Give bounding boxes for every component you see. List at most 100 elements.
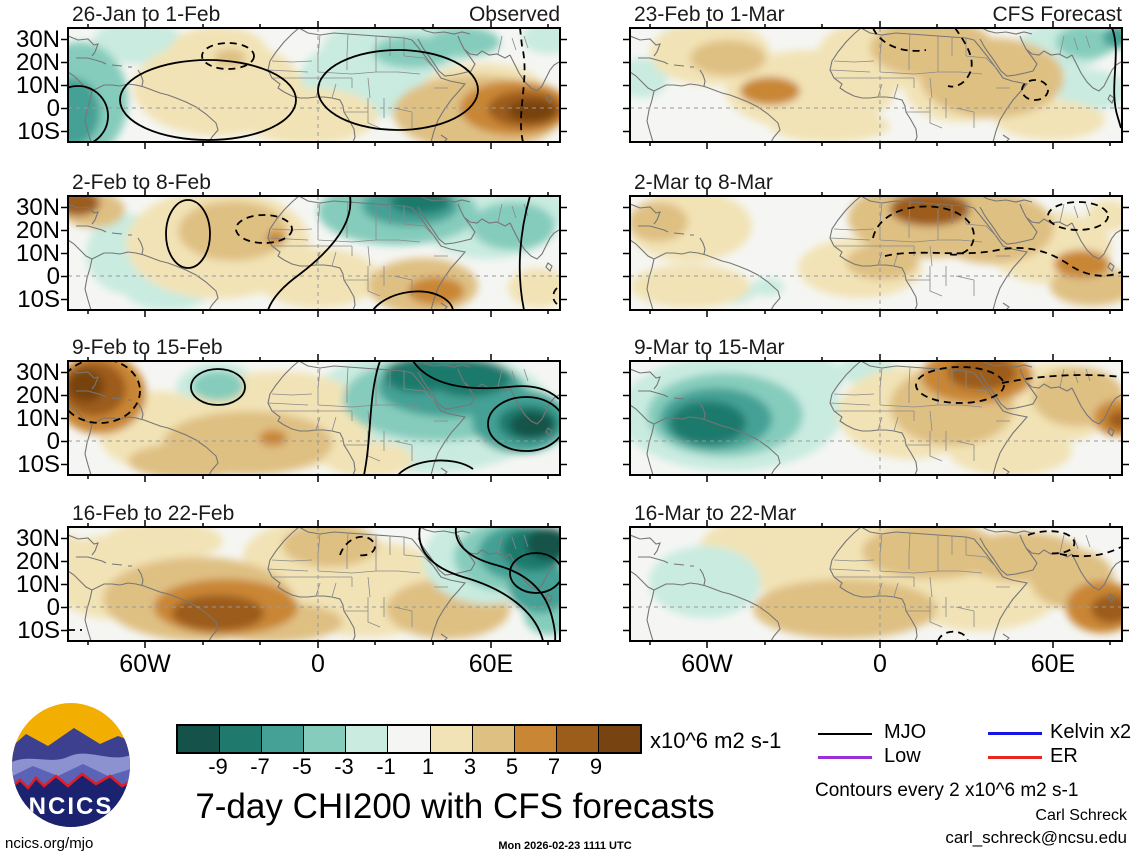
- mjo-contours: [872, 28, 1122, 129]
- y-tick-label-10s: 10S: [17, 285, 60, 313]
- y-tick-label-10n: 10N: [15, 71, 60, 99]
- colorbar-segment-9: [556, 726, 599, 752]
- legend-line-er: [988, 756, 1042, 759]
- coastlines: [68, 196, 560, 310]
- legend-line-low: [818, 756, 872, 759]
- colorbar-segment-8: [514, 726, 557, 752]
- figure-title: 7-day CHI200 with CFS forecasts: [195, 787, 715, 826]
- colorbar-segment-0: [178, 726, 221, 752]
- colorbar-tick-5: 5: [505, 754, 519, 779]
- map-panel-9-mar-to-15-mar: [623, 354, 1129, 482]
- anomaly-shading: [630, 361, 1122, 475]
- y-tick-label-0: 0: [46, 593, 60, 621]
- panel-title-26-jan-to-1-feb: 26-Jan to 1-Feb: [72, 3, 221, 26]
- map-field: [630, 361, 1122, 475]
- axis-ticks: [61, 520, 567, 648]
- axis-ticks: [623, 21, 1129, 149]
- panel-title-9-mar-to-15-mar: 9-Mar to 15-Mar: [634, 336, 785, 359]
- map-field: [68, 361, 560, 475]
- y-tick-label-20n: 20N: [15, 216, 60, 244]
- colorbar-tick-3: 3: [463, 754, 477, 779]
- legend-line-mjo: [818, 733, 872, 735]
- colorbar-segment-7: [472, 726, 515, 752]
- colorbar: [176, 724, 642, 754]
- legend-label-er: ER: [1050, 745, 1078, 767]
- contour-note: Contours every 2 x10^6 m2 s-1: [815, 780, 1079, 801]
- y-tick-label-30n: 30N: [15, 193, 60, 221]
- legend-label-mjo: MJO: [884, 721, 927, 743]
- colorbar-segment-10: [598, 726, 641, 752]
- footer-timestamp: Mon 2026-02-23 1111 UTC: [498, 840, 632, 852]
- anomaly-shading: [649, 527, 1122, 639]
- colorbar-tick-7: -7: [250, 754, 270, 779]
- x-tick-label-60e: 60E: [468, 650, 514, 678]
- coastlines: [68, 361, 560, 475]
- map-field: [630, 28, 1122, 142]
- column-header-observed: Observed: [468, 3, 560, 26]
- y-tick-label-30n: 30N: [15, 25, 60, 53]
- anomaly-shading: [630, 196, 1122, 308]
- axis-ticks: [61, 354, 567, 482]
- x-tick-label-60e: 60E: [1030, 650, 1076, 678]
- mjo-contours: [915, 366, 1122, 404]
- panel-title-16-mar-to-22-mar: 16-Mar to 22-Mar: [634, 502, 797, 525]
- coastlines: [630, 361, 1122, 475]
- axis-ticks: [623, 189, 1129, 317]
- panel-title-9-feb-to-15-feb: 9-Feb to 15-Feb: [72, 336, 223, 359]
- colorbar-tick-3: -3: [334, 754, 354, 779]
- panel-title-23-feb-to-1-mar: 23-Feb to 1-Mar: [634, 3, 785, 26]
- y-tick-label-0: 0: [46, 94, 60, 122]
- colorbar-segment-6: [430, 726, 473, 752]
- map-panel-9-feb-to-15-feb: [61, 354, 567, 482]
- legend-label-low: Low: [884, 745, 921, 767]
- legend-label-kelvin: Kelvin x2: [1050, 721, 1132, 743]
- ncics-logo-graphic: NCICS: [12, 703, 130, 827]
- y-tick-label-20n: 20N: [15, 48, 60, 76]
- colorbar-segment-1: [220, 726, 263, 752]
- colorbar-tick-7: 7: [547, 754, 561, 779]
- colorbar-units: x10^6 m2 s-1: [650, 728, 782, 753]
- y-tick-label-0: 0: [46, 262, 60, 290]
- legend-line-kelvin: [988, 732, 1042, 735]
- map-panel-2-mar-to-8-mar: [623, 189, 1129, 317]
- y-tick-label-20n: 20N: [15, 547, 60, 575]
- map-field: [68, 28, 560, 142]
- x-tick-label-0: 0: [311, 650, 325, 678]
- credit-name: Carl Schreck: [1035, 807, 1127, 824]
- ncics-logo: NCICS: [8, 702, 134, 828]
- map-panel-16-feb-to-22-feb: [61, 520, 567, 648]
- credit-email: carl_schreck@ncsu.edu: [945, 828, 1127, 847]
- ncics-logo-text: NCICS: [29, 793, 114, 820]
- map-panel-2-feb-to-8-feb: [61, 189, 567, 317]
- coastlines: [630, 28, 1122, 142]
- coastlines: [630, 527, 1122, 641]
- mjo-contours: [872, 201, 1122, 277]
- colorbar-tick-1: 1: [421, 754, 435, 779]
- panel-title-16-feb-to-22-feb: 16-Feb to 22-Feb: [72, 502, 235, 525]
- mjo-contours: [937, 530, 1122, 641]
- colorbar-labels: -9 -7 -5 -3 -1 1 3 5 7 9: [176, 754, 638, 780]
- x-tick-label-60w: 60W: [681, 650, 733, 678]
- y-tick-label-10n: 10N: [15, 239, 60, 267]
- colorbar-tick-5: -5: [292, 754, 312, 779]
- panel-title-2-feb-to-8-feb: 2-Feb to 8-Feb: [72, 171, 211, 194]
- colorbar-segment-5: [388, 726, 431, 752]
- mjo-contours: [165, 196, 558, 310]
- colorbar-tick-9: 9: [589, 754, 603, 779]
- colorbar-segment-2: [262, 726, 305, 752]
- map-panel-16-mar-to-22-mar: [623, 520, 1129, 648]
- footer-url: ncics.org/mjo: [5, 835, 94, 852]
- axis-ticks: [61, 189, 567, 317]
- mjo-contours: [68, 527, 560, 641]
- mjo-contours: [68, 28, 526, 142]
- axis-ticks: [623, 520, 1129, 648]
- colorbar-segment-3: [304, 726, 347, 752]
- x-tick-label-0: 0: [873, 650, 887, 678]
- map-panel-23-feb-to-1-mar: [623, 21, 1129, 149]
- map-panel-26-jan-to-1-feb: [61, 21, 567, 149]
- anomaly-shading: [68, 196, 560, 310]
- y-tick-label-30n: 30N: [15, 524, 60, 552]
- map-field: [68, 527, 560, 641]
- map-field: [630, 527, 1122, 641]
